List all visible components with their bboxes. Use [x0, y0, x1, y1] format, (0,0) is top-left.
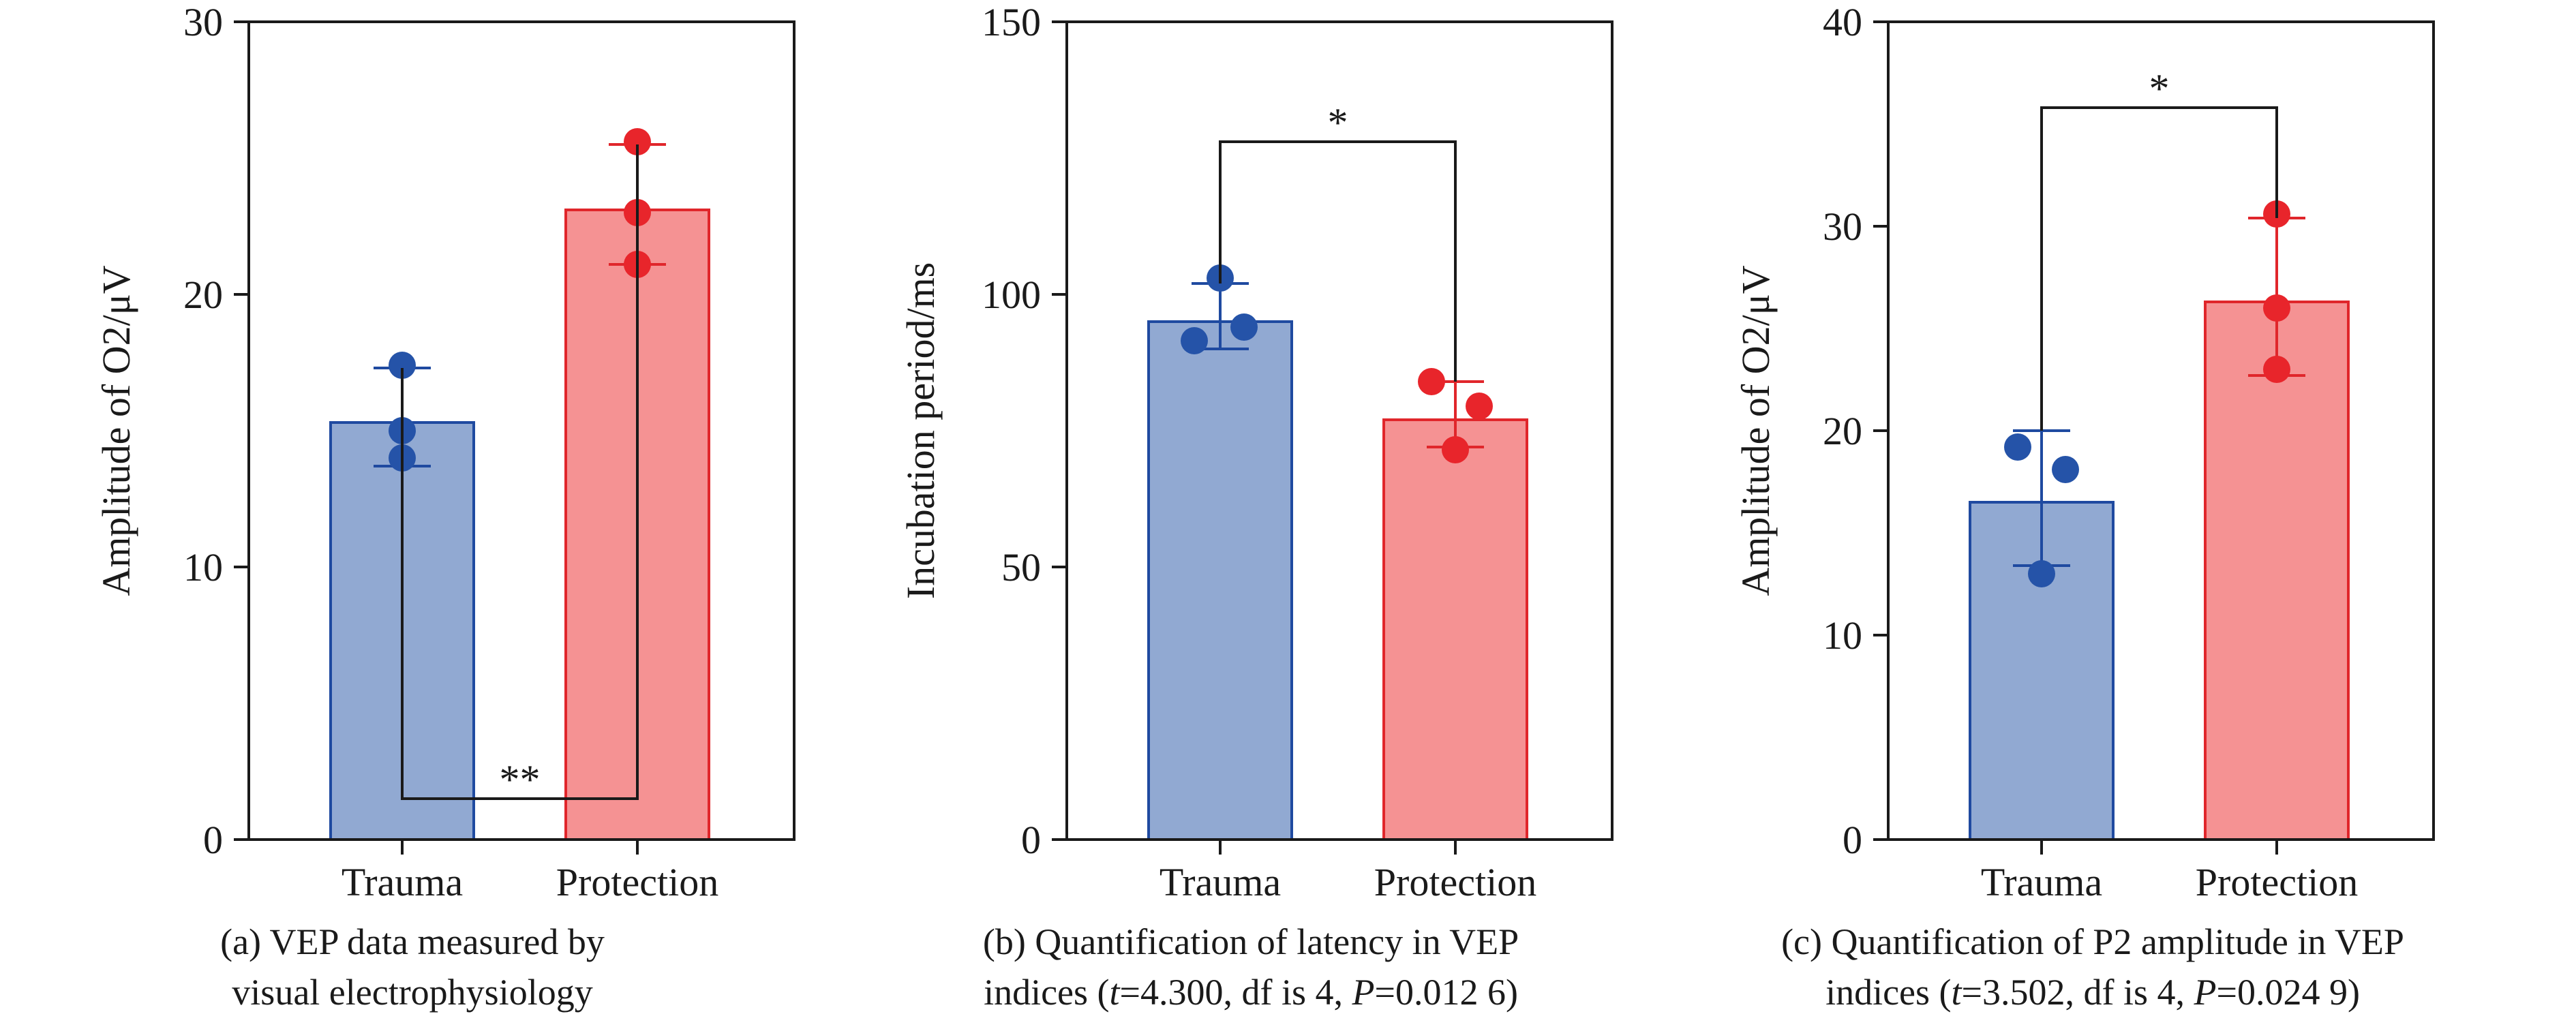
data-point — [1466, 393, 1493, 420]
y-tick-label: 40 — [1823, 0, 1862, 44]
significance-bracket — [401, 144, 639, 800]
x-tick-label: Protection — [556, 860, 718, 904]
y-tick-label: 30 — [183, 0, 223, 44]
bar-protection — [2204, 301, 2350, 841]
caption-b: (b) Quantification of latency in VEP ind… — [907, 917, 1595, 1017]
significance-label: ** — [500, 757, 541, 802]
x-tick-label: Protection — [2196, 860, 2358, 904]
y-tick-label: 100 — [982, 273, 1041, 317]
chart-c: 0 10 20 30 40 Trauma Protection Amplitude of O2… — [1733, 0, 2435, 904]
chart-b: 0 50 100 150 Trauma Protection Incubation peri… — [898, 0, 1613, 904]
caption-c-line1: (c) Quantification of P2 amplitude in VE… — [1781, 921, 2404, 962]
y-tick-label: 10 — [183, 545, 223, 589]
caption-c-p-value: =0.024 9) — [2216, 972, 2360, 1013]
caption-c-t-label: t — [1951, 972, 1962, 1013]
y-tick-label: 50 — [1001, 545, 1041, 589]
data-point — [2263, 356, 2290, 383]
data-point — [1418, 368, 1445, 395]
y-tick-label: 0 — [1843, 818, 1862, 862]
y-axis-label: Amplitude of O2/μV — [1733, 265, 1778, 596]
caption-b-p-value: =0.012 6) — [1374, 972, 1518, 1013]
caption-b-t-label: t — [1109, 972, 1120, 1013]
data-point — [624, 128, 651, 155]
caption-a: (a) VEP data measured by visual electrop… — [102, 917, 723, 1017]
y-tick-label: 0 — [1021, 818, 1041, 862]
significance-bracket — [2040, 106, 2278, 431]
caption-b-line1: (b) Quantification of latency in VEP — [982, 921, 1519, 962]
caption-c-t-value: =3.502, df is 4, — [1961, 972, 2194, 1013]
plot-frame — [247, 20, 795, 841]
y-tick-label: 20 — [183, 273, 223, 317]
caption-a-line1: (a) VEP data measured by — [220, 921, 605, 962]
data-point — [2028, 560, 2055, 587]
y-tick-label: 10 — [1823, 613, 1862, 658]
data-point — [1230, 313, 1258, 341]
y-axis-label: Amplitude of O2/μV — [94, 265, 138, 596]
x-tick-label: Trauma — [342, 860, 463, 904]
caption-c-p-label: P — [2194, 972, 2217, 1013]
significance-bracket — [1219, 140, 1457, 382]
data-point — [2004, 433, 2031, 461]
caption-b-t-value: =4.300, df is 4, — [1119, 972, 1352, 1013]
y-axis-label: Incubation period/ms — [898, 262, 943, 600]
data-point — [2052, 456, 2079, 483]
x-tick-label: Trauma — [1160, 860, 1281, 904]
data-point — [1181, 327, 1208, 354]
data-point — [2263, 294, 2290, 322]
caption-c: (c) Quantification of P2 amplitude in VE… — [1708, 917, 2478, 1017]
data-point — [1442, 436, 1469, 463]
caption-a-line2: visual electrophysiology — [232, 972, 593, 1013]
bar-protection — [1382, 418, 1528, 841]
y-tick-label: 0 — [203, 818, 223, 862]
significance-label: * — [2149, 66, 2170, 111]
x-tick-label: Protection — [1374, 860, 1536, 904]
caption-b-line2: indices (t=4.300, df is 4, P=0.012 6) — [907, 967, 1595, 1017]
plot-frame — [1065, 20, 1613, 841]
caption-c-pre: indices ( — [1825, 972, 1952, 1013]
bar-trauma — [1147, 320, 1293, 841]
caption-b-pre: indices ( — [984, 972, 1110, 1013]
y-tick-label: 30 — [1823, 204, 1862, 249]
y-tick-label: 150 — [982, 0, 1041, 44]
data-point — [389, 352, 416, 379]
y-tick-label: 20 — [1823, 409, 1862, 453]
caption-b-p-label: P — [1352, 972, 1375, 1013]
chart-a: 0 10 20 30 Trauma Protection Amplitude of O2/μ… — [94, 0, 795, 904]
significance-label: * — [1328, 100, 1348, 145]
caption-c-line2: indices (t=3.502, df is 4, P=0.024 9) — [1708, 967, 2478, 1017]
x-tick-label: Trauma — [1981, 860, 2102, 904]
